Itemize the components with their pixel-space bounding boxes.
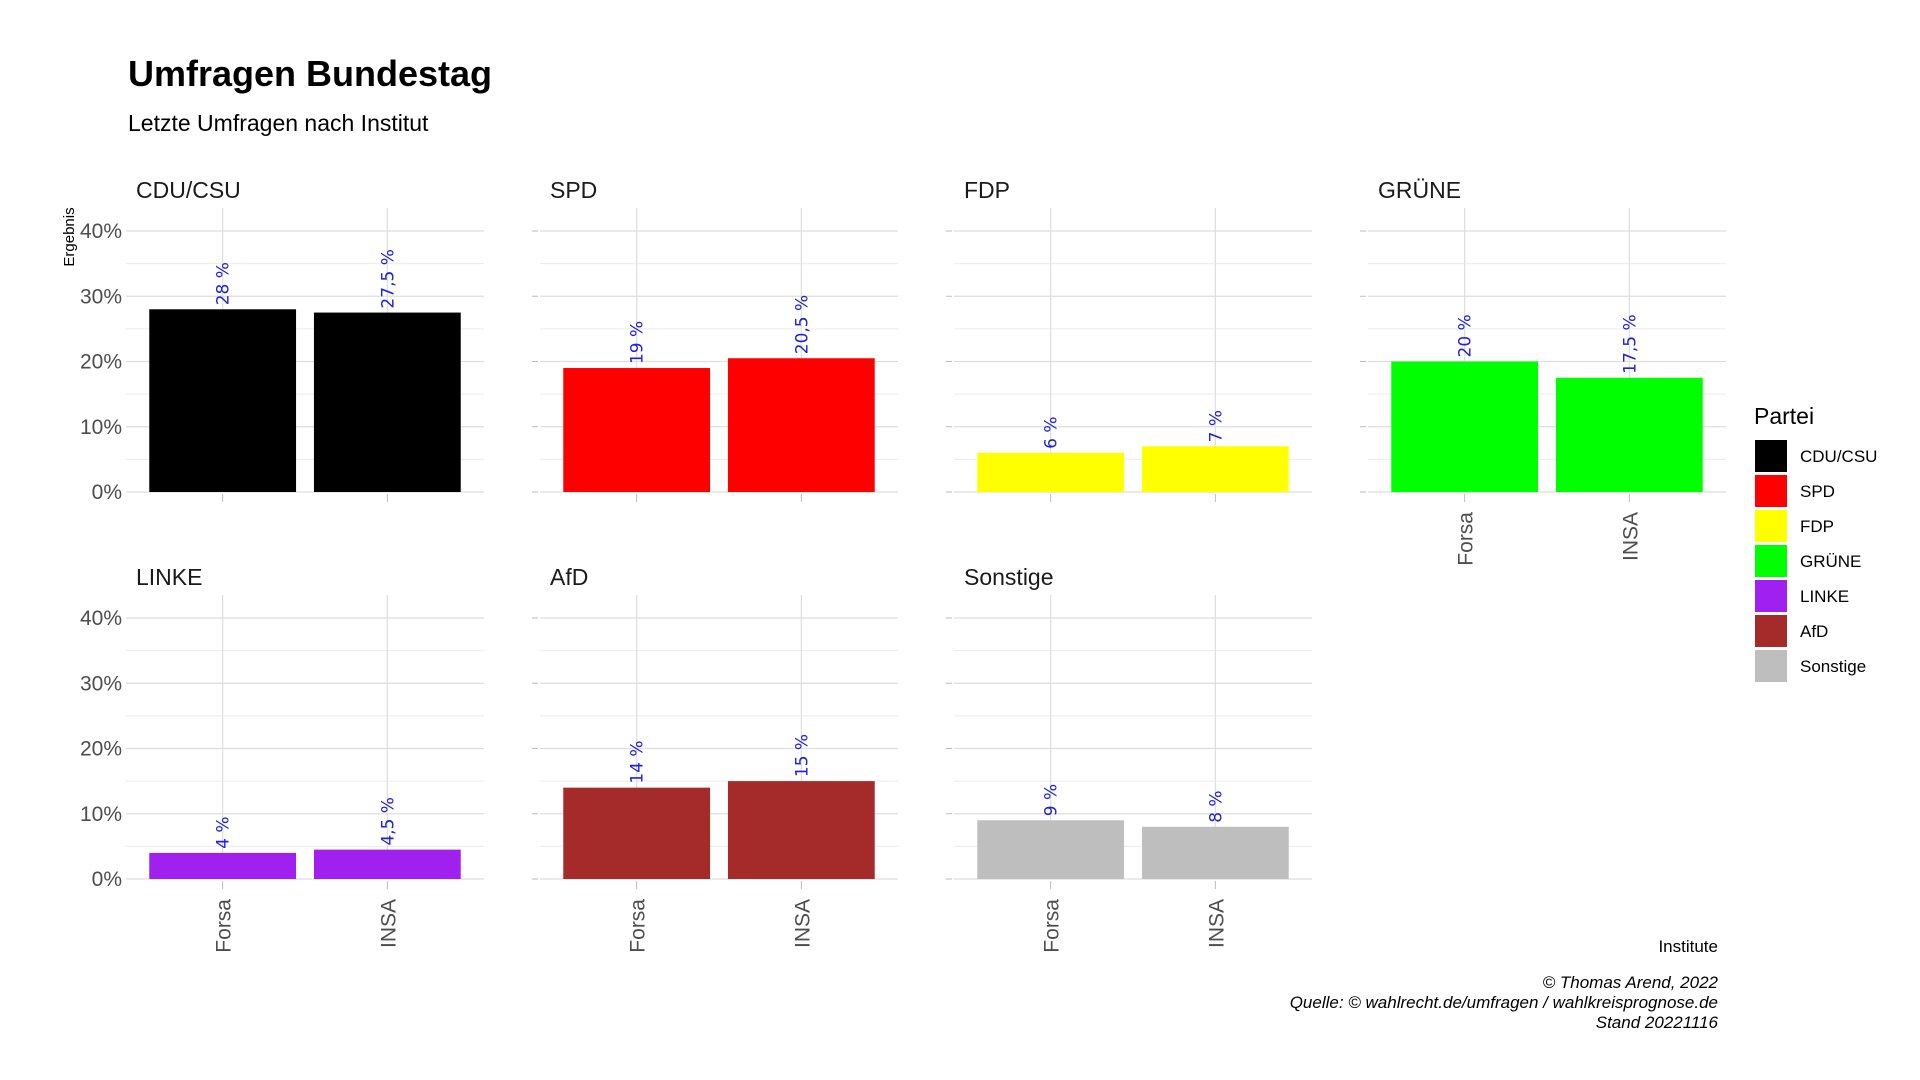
legend-item: LINKE — [1755, 580, 1849, 612]
bar — [1391, 361, 1539, 492]
data-label: 9 % — [1042, 784, 1062, 816]
bar — [977, 452, 1125, 492]
data-label: 15 % — [792, 734, 812, 777]
bar — [149, 852, 297, 879]
y-tick-label: 30% — [80, 285, 122, 308]
y-tick-label: 0% — [92, 481, 122, 504]
caption-line: © Thomas Arend, 2022 — [1543, 973, 1719, 992]
facet-title: GRÜNE — [1378, 177, 1461, 203]
facet-title: Sonstige — [964, 564, 1054, 590]
legend-label: LINKE — [1800, 587, 1849, 606]
legend-item: FDP — [1755, 510, 1834, 542]
x-axis-title: Institute — [1658, 937, 1718, 956]
y-tick-label: 0% — [92, 868, 122, 891]
data-label: 17,5 % — [1620, 314, 1640, 373]
data-label: 27,5 % — [378, 249, 398, 308]
y-tick-label: 20% — [80, 738, 122, 761]
bar — [563, 368, 711, 492]
legend-item: Sonstige — [1755, 650, 1866, 682]
legend-item: AfD — [1755, 615, 1828, 647]
x-tick-label: INSA — [1205, 899, 1228, 948]
y-tick-label: 30% — [80, 672, 122, 695]
facet-gr-ne: GRÜNE 20 % 17,5 % Forsa INSA — [1360, 177, 1726, 566]
data-label: 4 % — [214, 817, 234, 849]
bar — [313, 849, 461, 879]
chart-subtitle: Letzte Umfragen nach Institut — [128, 110, 429, 136]
facet-afd: AfD 14 % 15 % Forsa INSA — [532, 564, 898, 953]
legend-swatch — [1755, 545, 1787, 577]
legend-item: GRÜNE — [1755, 545, 1861, 577]
bar — [727, 781, 875, 879]
data-label: 6 % — [1042, 416, 1062, 448]
legend-label: CDU/CSU — [1800, 447, 1877, 466]
data-label: 20 % — [1456, 314, 1476, 357]
caption-line: Stand 20221116 — [1596, 1013, 1719, 1032]
x-tick-label: Forsa — [627, 899, 650, 953]
caption-line: Quelle: © wahlrecht.de/umfragen / wahlkr… — [1290, 993, 1718, 1012]
legend-swatch — [1755, 510, 1787, 542]
legend-swatch — [1755, 440, 1787, 472]
legend: Partei CDU/CSU SPD FDP GRÜNE LINKE AfD Sonstige — [1754, 403, 1877, 682]
data-label: 8 % — [1206, 790, 1226, 822]
legend-label: AfD — [1800, 622, 1828, 641]
facet-fdp: FDP 6 % 7 % — [946, 177, 1312, 502]
y-tick-label: 40% — [80, 220, 122, 243]
data-label: 19 % — [628, 321, 648, 364]
facet-title: SPD — [550, 177, 597, 203]
facet-sonstige: Sonstige 9 % 8 % Forsa INSA — [946, 564, 1312, 953]
legend-swatch — [1755, 580, 1787, 612]
bar — [1555, 377, 1703, 492]
bar — [977, 820, 1125, 879]
bar — [563, 787, 711, 879]
y-tick-label: 10% — [80, 803, 122, 826]
legend-label: Sonstige — [1800, 657, 1866, 676]
legend-title: Partei — [1754, 403, 1814, 429]
facet-title: FDP — [964, 177, 1010, 203]
x-tick-label: INSA — [1619, 512, 1642, 561]
bar — [149, 309, 297, 492]
facet-title: CDU/CSU — [136, 177, 241, 203]
chart-title: Umfragen Bundestag — [128, 53, 492, 94]
facet-title: LINKE — [136, 564, 202, 590]
legend-swatch — [1755, 475, 1787, 507]
legend-swatch — [1755, 650, 1787, 682]
bar — [727, 358, 875, 492]
facet-title: AfD — [550, 564, 588, 590]
x-tick-label: Forsa — [1455, 512, 1478, 566]
x-tick-label: Forsa — [213, 899, 236, 953]
bar — [1141, 446, 1289, 492]
legend-label: SPD — [1800, 482, 1835, 501]
legend-swatch — [1755, 615, 1787, 647]
facet-spd: SPD 19 % 20,5 % — [532, 177, 898, 502]
legend-item: SPD — [1755, 475, 1835, 507]
x-tick-label: INSA — [377, 899, 400, 948]
legend-label: FDP — [1800, 517, 1834, 536]
data-label: 14 % — [628, 740, 648, 783]
data-label: 20,5 % — [792, 295, 812, 354]
facet-cdu-csu: CDU/CSU 0% 10% 20% 30% 40% 28 % 27,5 % — [80, 177, 484, 504]
facet-linke: LINKE 0% 10% 20% 30% 40% 4 % 4,5 % Forsa INSA — [80, 564, 484, 953]
data-label: 4,5 % — [378, 797, 398, 846]
y-tick-label: 10% — [80, 416, 122, 439]
bar — [313, 312, 461, 492]
x-tick-label: INSA — [791, 899, 814, 948]
x-tick-label: Forsa — [1041, 899, 1064, 953]
legend-label: GRÜNE — [1800, 552, 1861, 571]
y-axis-title: Ergebnis — [61, 207, 78, 266]
data-label: 7 % — [1206, 410, 1226, 442]
y-tick-label: 40% — [80, 607, 122, 630]
y-tick-label: 20% — [80, 351, 122, 374]
bar — [1141, 826, 1289, 879]
data-label: 28 % — [214, 262, 234, 305]
legend-item: CDU/CSU — [1755, 440, 1877, 472]
facets: CDU/CSU 0% 10% 20% 30% 40% 28 % 27,5 % SPD 19 % 20… — [80, 177, 1726, 953]
